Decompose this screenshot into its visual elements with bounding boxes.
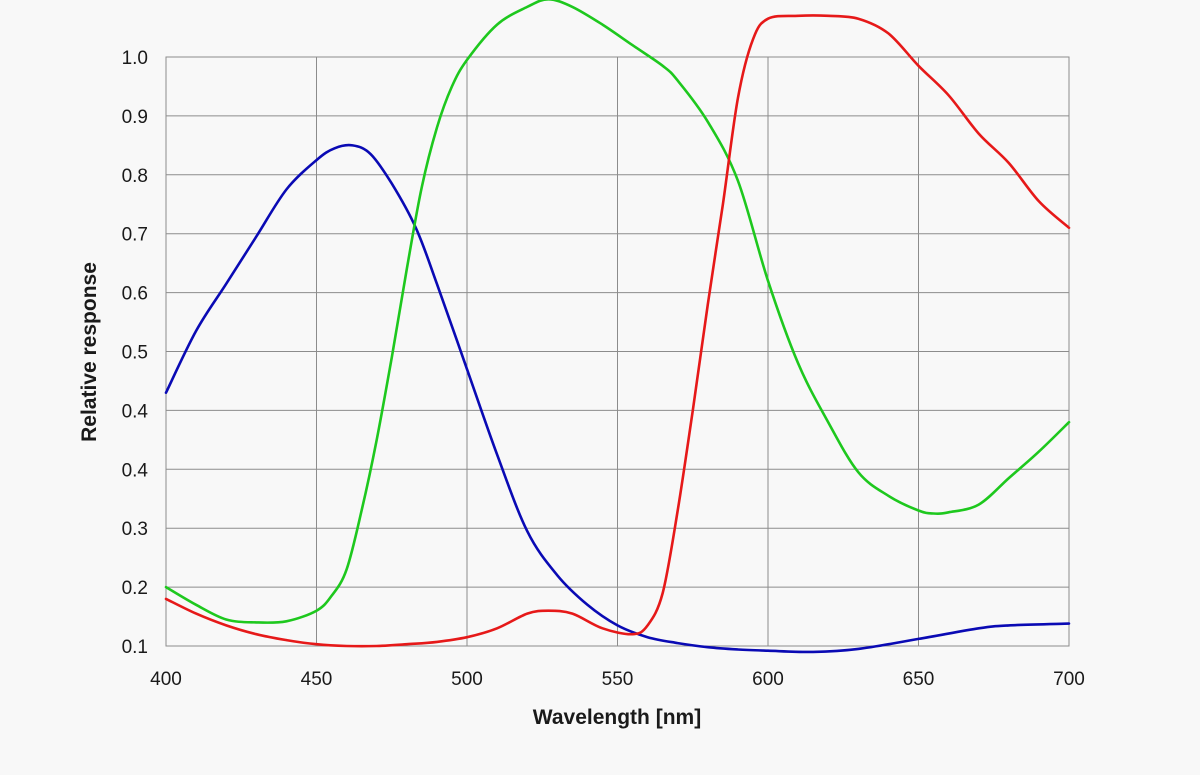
x-tick-label: 550 xyxy=(602,669,634,690)
y-tick-label: 0.1 xyxy=(122,637,148,658)
x-tick-label: 400 xyxy=(150,669,182,690)
x-tick-label: 450 xyxy=(301,669,333,690)
series-line-green xyxy=(164,0,1071,624)
x-axis-title: Wavelength [nm] xyxy=(533,706,701,729)
y-tick-label: 0.6 xyxy=(122,284,148,305)
x-tick-labels: 400 450 500 550 600 650 700 xyxy=(150,669,1085,690)
y-tick-label: 0.9 xyxy=(122,107,148,128)
y-tick-label: 0.8 xyxy=(122,166,148,187)
x-tick-label: 700 xyxy=(1053,669,1085,690)
series-group xyxy=(164,0,1071,654)
y-tick-label: 0.3 xyxy=(122,519,148,540)
y-tick-label: 0.5 xyxy=(122,343,148,364)
y-tick-label: 0.7 xyxy=(122,225,148,246)
series-line-red xyxy=(164,14,1071,648)
x-tick-label: 500 xyxy=(451,669,483,690)
horizontal-gridlines xyxy=(166,115,1069,588)
x-tick-label: 650 xyxy=(903,669,935,690)
y-tick-labels: 0.1 0.2 0.3 0.4 0.4 0.5 0.6 0.7 0.8 0.9 1.0 xyxy=(122,48,149,658)
plot-frame xyxy=(165,56,1070,647)
y-axis-title: Relative response xyxy=(78,262,101,442)
x-tick-label: 600 xyxy=(752,669,784,690)
y-tick-label: 0.4 xyxy=(122,401,149,422)
y-tick-label: 1.0 xyxy=(122,48,148,69)
series-line-blue xyxy=(164,143,1071,654)
y-tick-label: 0.2 xyxy=(122,578,148,599)
y-tick-label: 0.4 xyxy=(122,460,149,481)
